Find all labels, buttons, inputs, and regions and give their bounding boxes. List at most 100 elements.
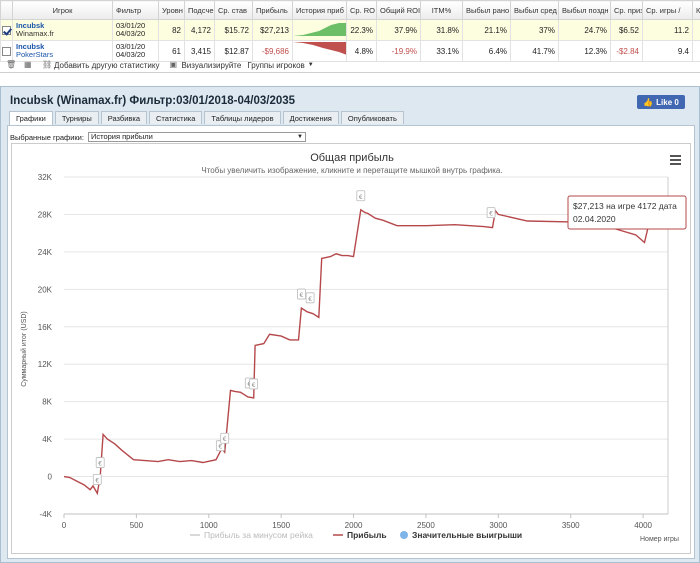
chart-selector-label: Выбранные графики: <box>10 132 84 142</box>
col-header-avg-games[interactable]: Ср. игры / <box>642 0 693 20</box>
avg-prize-cell: $6.52 <box>610 19 643 41</box>
player-name[interactable]: Incubsk <box>16 42 45 51</box>
x-axis-label: Номер игры <box>640 536 679 543</box>
big-win-flag <box>486 207 496 219</box>
visualize-label: Визуализируйте <box>181 60 242 70</box>
chart-area[interactable]: -4K 0 4K 8K 12K 16K 20K 24K 28K 32K 0 500 1000 1500 20… <box>11 143 691 554</box>
chart-title: Общая прибыль <box>310 152 394 164</box>
tab-breakdown[interactable]: Разбивка <box>100 111 148 124</box>
filter-to: 04/03/20 <box>116 29 146 38</box>
table-row[interactable]: Incubsk PokerStars 03/01/20 04/03/20 61 3,… <box>0 40 700 62</box>
image-icon: ▣ <box>169 60 178 69</box>
total-roi-cell: 37.9% <box>376 19 421 41</box>
col-header-check[interactable] <box>0 0 13 20</box>
early-cell: 21.1% <box>462 19 511 41</box>
big-win-flag <box>220 432 230 444</box>
big-win-flag <box>305 292 315 304</box>
stats-grid: Игрок Фильтр Уровн Подсче Ср. став Прибы… <box>0 0 700 73</box>
col-header-late[interactable]: Выбыл поздн <box>558 0 611 20</box>
col-header-history[interactable]: История приб <box>292 0 347 20</box>
col-header-mid[interactable]: Выбыл сред <box>510 0 559 20</box>
table-icon: ▦ <box>24 60 32 69</box>
chevron-down-icon: ▼ <box>307 62 314 68</box>
chart-selector-value: История прибыли <box>90 132 153 141</box>
col-header-profit[interactable]: Прибыль <box>252 0 293 20</box>
col-header-avg-roi[interactable]: Ср. RO <box>346 0 377 20</box>
tab-bar: Графики Турниры Разбивка Статистика Табл… <box>9 111 406 125</box>
x-tick-label: 500 <box>130 521 144 530</box>
grid-toolbar: 🗑 ▦ ⛓ Добавить другую статистику ▣ Визуали… <box>0 57 700 73</box>
tab-statistics[interactable]: Статистика <box>149 111 203 124</box>
tooltip-line-1: $27,213 на игре 4172 дата <box>573 201 677 211</box>
legend-wins-label: Значительные выигрыши <box>412 530 522 540</box>
chart-window: Incubsk (Winamax.fr) Фильтр:03/01/2018-0… <box>0 86 700 563</box>
col-header-avg-stake[interactable]: Ср. став <box>214 0 253 20</box>
player-cell[interactable]: Incubsk Winamax.fr <box>12 19 113 41</box>
col-header-filter[interactable]: Фильтр <box>112 0 159 20</box>
chart-selector-row: Выбранные графики: История прибыли ▼ <box>10 132 306 142</box>
table-row[interactable]: Incubsk Winamax.fr 03/01/20 04/03/20 82 4,… <box>0 19 700 41</box>
chart-menu-icon[interactable] <box>670 155 681 165</box>
tab-leaderboards[interactable]: Таблицы лидеров <box>204 111 281 124</box>
tab-charts[interactable]: Графики <box>9 111 53 125</box>
col-header-player[interactable]: Игрок <box>12 0 113 20</box>
avg-roi-cell: 4.8% <box>346 40 377 62</box>
big-win-flag <box>92 474 102 485</box>
big-win-flag-icon: € <box>95 477 99 484</box>
y-tick-label: 32K <box>38 173 53 182</box>
stats-button[interactable]: ▦ <box>24 61 36 69</box>
big-win-flag <box>249 378 259 390</box>
tab-tournaments[interactable]: Турниры <box>54 111 99 124</box>
link-icon: ⛓ <box>42 60 53 69</box>
profit-chart[interactable]: -4K 0 4K 8K 12K 16K 20K 24K 28K 32K 0 500 1000 1500 20… <box>12 144 692 555</box>
level-cell: 82 <box>158 19 185 41</box>
x-tick-label: 2500 <box>417 521 435 530</box>
big-win-flag <box>95 457 105 468</box>
trash-icon: 🗑 <box>6 60 17 69</box>
add-stat-button[interactable]: ⛓ Добавить другую статистику <box>42 61 159 70</box>
big-win-flag-icon: € <box>252 382 256 389</box>
avg-games-cell: 11.2 <box>642 19 693 41</box>
thumbs-up-icon: 👍 <box>643 97 654 107</box>
x-tick-label: 3500 <box>562 521 580 530</box>
row-checkbox[interactable] <box>0 19 13 41</box>
col-header-itm[interactable]: ITM% <box>420 0 463 20</box>
col-header-level[interactable]: Уровн <box>158 0 185 20</box>
player-name[interactable]: Incubsk <box>16 21 45 30</box>
big-win-flag-icon: € <box>223 436 227 443</box>
checkbox-checked-icon[interactable] <box>2 25 11 35</box>
col-header-avg-prize[interactable]: Ср. приз <box>610 0 643 20</box>
like-button[interactable]: 👍 Like 0 <box>637 95 685 109</box>
checkbox-unchecked-icon[interactable] <box>2 46 11 56</box>
y-tick-label: 8K <box>42 398 52 407</box>
x-tick-label: 1000 <box>200 521 218 530</box>
y-tick-label: -4K <box>40 510 53 519</box>
x-tick-label: 4000 <box>634 521 652 530</box>
chart-selector-dropdown[interactable]: История прибыли ▼ <box>87 132 306 142</box>
filter-from: 03/01/20 <box>116 21 146 30</box>
avg-stake-cell: $12.87 <box>214 40 253 62</box>
menu-bar <box>670 159 681 161</box>
tab-publish[interactable]: Опубликовать <box>340 111 404 124</box>
delete-button[interactable]: 🗑 <box>6 61 18 69</box>
col-header-total-roi[interactable]: Общий ROI <box>376 0 421 20</box>
col-header-early[interactable]: Выбыл рано <box>462 0 511 20</box>
player-groups-dropdown[interactable]: Группы игроков ▼ <box>247 61 313 70</box>
menu-bar <box>670 163 681 165</box>
visualize-button[interactable]: ▣ Визуализируйте <box>169 61 241 70</box>
big-win-flag-icon: € <box>308 296 312 303</box>
col-header-k[interactable]: К <box>692 0 700 20</box>
count-cell: 4,172 <box>184 19 215 41</box>
y-tick-label: 16K <box>38 323 53 332</box>
big-win-flag <box>356 190 366 202</box>
legend-profit-label: Прибыль <box>347 530 387 540</box>
big-win-flag <box>297 288 306 300</box>
tab-achievements[interactable]: Достижения <box>282 111 339 124</box>
x-tick-label: 1500 <box>272 521 290 530</box>
avg-prize-cell: -$2.84 <box>610 40 643 62</box>
avg-games-cell: 9.4 <box>642 40 693 62</box>
col-header-count[interactable]: Подсче <box>184 0 215 20</box>
y-tick-label: 12K <box>38 360 53 369</box>
player-cell[interactable]: Incubsk PokerStars <box>12 40 113 62</box>
tooltip-line-2: 02.04.2020 <box>573 214 616 224</box>
